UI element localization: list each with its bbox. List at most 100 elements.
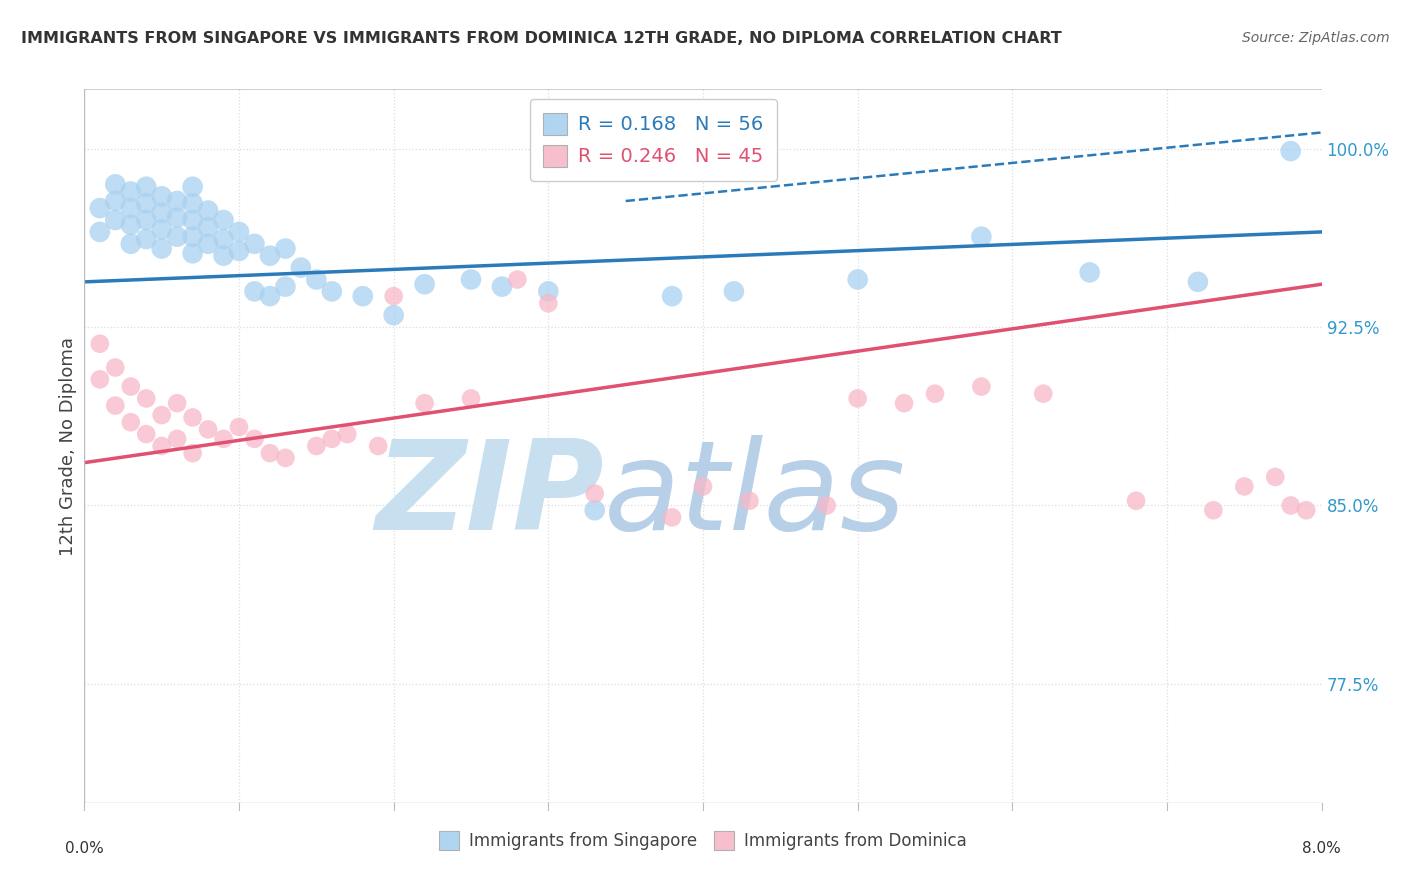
Point	[460, 392, 482, 406]
Point	[305, 272, 328, 286]
Point	[150, 242, 173, 256]
Point	[197, 236, 219, 251]
Point	[259, 249, 281, 263]
Point	[120, 415, 142, 429]
Point	[181, 229, 204, 244]
Point	[290, 260, 312, 275]
Point	[89, 372, 111, 386]
Point	[104, 194, 127, 208]
Point	[336, 427, 359, 442]
Point	[104, 213, 127, 227]
Point	[259, 446, 281, 460]
Point	[212, 232, 235, 246]
Point	[970, 379, 993, 393]
Point	[120, 218, 142, 232]
Point	[491, 279, 513, 293]
Y-axis label: 12th Grade, No Diploma: 12th Grade, No Diploma	[59, 336, 77, 556]
Point	[135, 232, 157, 246]
Point	[460, 272, 482, 286]
Point	[738, 493, 761, 508]
Point	[135, 196, 157, 211]
Point	[120, 201, 142, 215]
Point	[583, 503, 606, 517]
Point	[89, 225, 111, 239]
Point	[274, 450, 297, 465]
Point	[89, 201, 111, 215]
Point	[1295, 503, 1317, 517]
Point	[135, 213, 157, 227]
Point	[135, 179, 157, 194]
Point	[815, 499, 838, 513]
Point	[181, 213, 204, 227]
Point	[150, 189, 173, 203]
Point	[104, 399, 127, 413]
Point	[150, 408, 173, 422]
Point	[120, 185, 142, 199]
Point	[723, 285, 745, 299]
Point	[135, 392, 157, 406]
Point	[382, 289, 405, 303]
Point	[1233, 479, 1256, 493]
Point	[212, 432, 235, 446]
Point	[181, 410, 204, 425]
Point	[352, 289, 374, 303]
Point	[537, 296, 560, 310]
Point	[135, 427, 157, 442]
Point	[1187, 275, 1209, 289]
Point	[661, 289, 683, 303]
Point	[893, 396, 915, 410]
Point	[181, 246, 204, 260]
Point	[166, 211, 188, 225]
Point	[846, 392, 869, 406]
Point	[274, 279, 297, 293]
Point	[243, 285, 266, 299]
Text: 8.0%: 8.0%	[1302, 841, 1341, 855]
Legend: Immigrants from Singapore, Immigrants from Dominica: Immigrants from Singapore, Immigrants fr…	[430, 822, 976, 859]
Point	[924, 386, 946, 401]
Point	[197, 422, 219, 436]
Point	[120, 236, 142, 251]
Point	[181, 446, 204, 460]
Point	[243, 432, 266, 446]
Point	[506, 272, 529, 286]
Point	[166, 396, 188, 410]
Point	[846, 272, 869, 286]
Point	[243, 236, 266, 251]
Point	[166, 194, 188, 208]
Point	[661, 510, 683, 524]
Point	[1264, 470, 1286, 484]
Point	[692, 479, 714, 493]
Point	[413, 396, 436, 410]
Point	[181, 196, 204, 211]
Point	[1202, 503, 1225, 517]
Text: atlas: atlas	[605, 435, 905, 557]
Point	[970, 229, 993, 244]
Point	[1125, 493, 1147, 508]
Text: IMMIGRANTS FROM SINGAPORE VS IMMIGRANTS FROM DOMINICA 12TH GRADE, NO DIPLOMA COR: IMMIGRANTS FROM SINGAPORE VS IMMIGRANTS …	[21, 31, 1062, 46]
Point	[166, 229, 188, 244]
Point	[150, 222, 173, 236]
Point	[1279, 499, 1302, 513]
Text: 0.0%: 0.0%	[65, 841, 104, 855]
Point	[150, 206, 173, 220]
Point	[1279, 144, 1302, 158]
Point	[120, 379, 142, 393]
Point	[274, 242, 297, 256]
Point	[197, 203, 219, 218]
Point	[166, 432, 188, 446]
Point	[537, 285, 560, 299]
Text: Source: ZipAtlas.com: Source: ZipAtlas.com	[1241, 31, 1389, 45]
Point	[150, 439, 173, 453]
Point	[367, 439, 389, 453]
Point	[212, 249, 235, 263]
Point	[583, 486, 606, 500]
Point	[305, 439, 328, 453]
Point	[181, 179, 204, 194]
Point	[413, 277, 436, 292]
Point	[1032, 386, 1054, 401]
Point	[228, 420, 250, 434]
Point	[382, 308, 405, 322]
Point	[104, 178, 127, 192]
Point	[212, 213, 235, 227]
Point	[228, 225, 250, 239]
